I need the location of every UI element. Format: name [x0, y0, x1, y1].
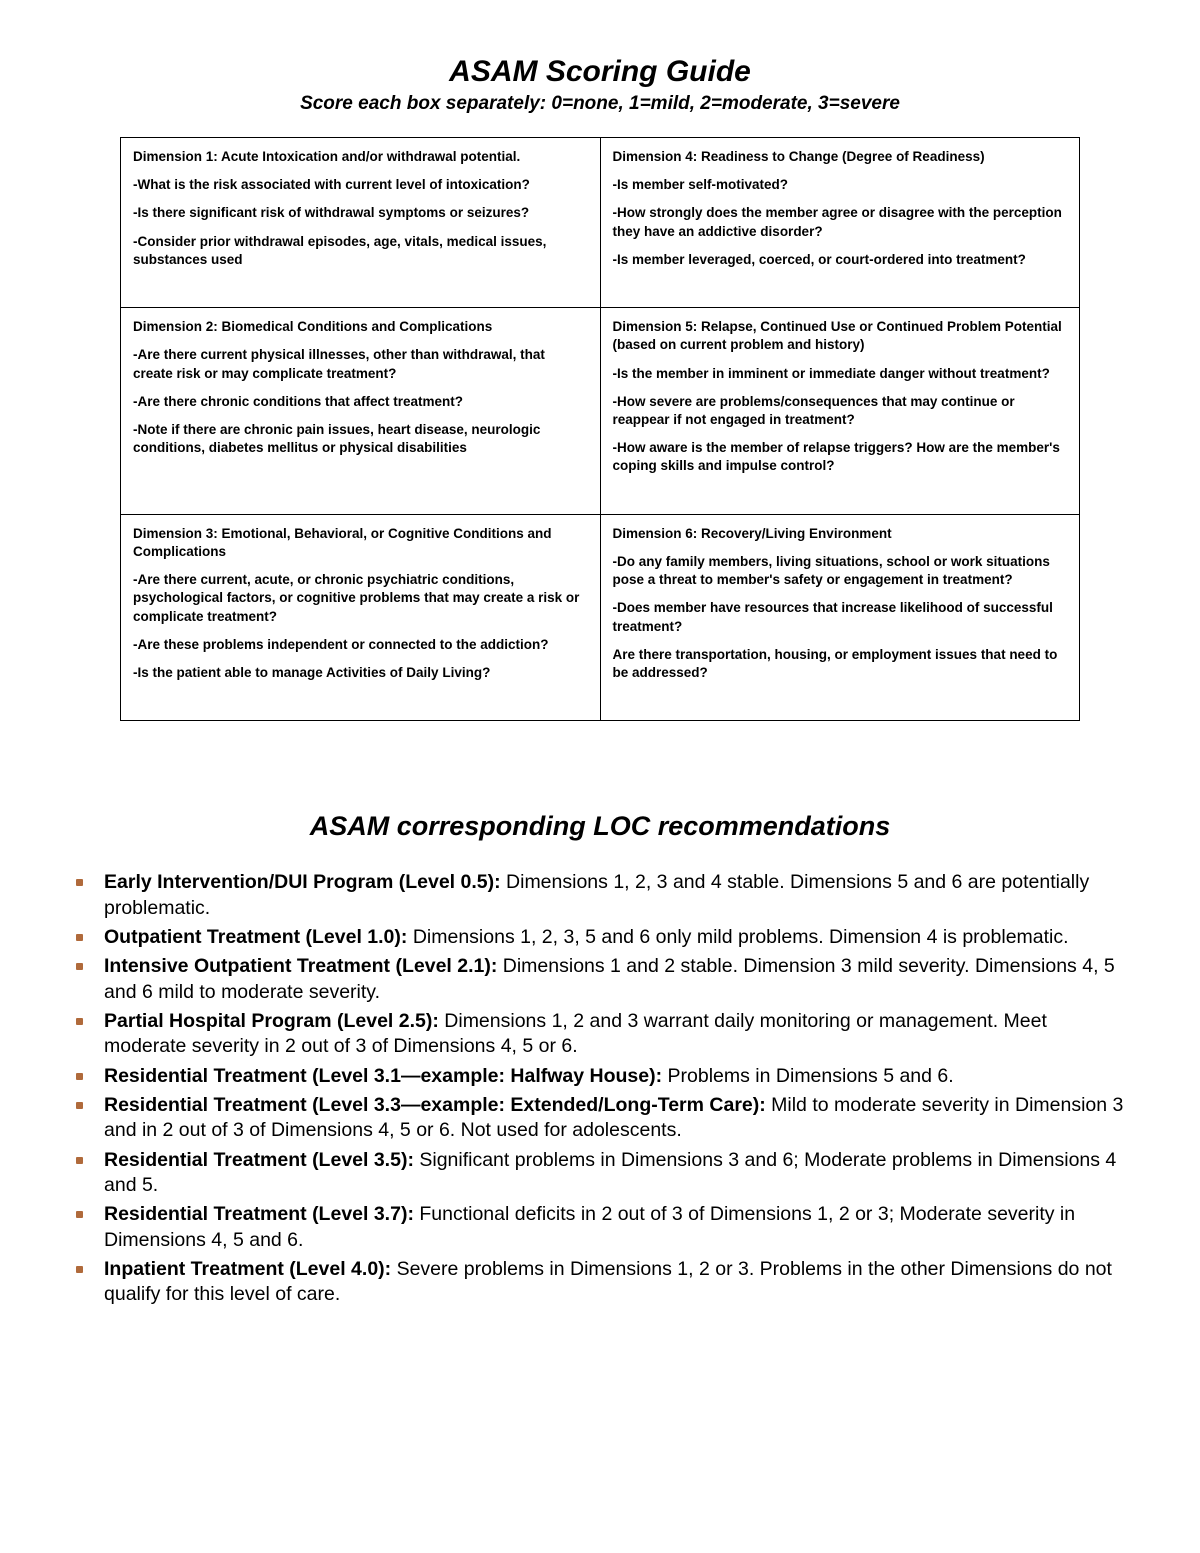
- loc-item: Early Intervention/DUI Program (Level 0.…: [70, 870, 1130, 921]
- dimension-5-q3: -How aware is the member of relapse trig…: [613, 439, 1068, 475]
- dimension-4-title: Dimension 4: Readiness to Change (Degree…: [613, 148, 1068, 166]
- dimension-2-cell: Dimension 2: Biomedical Conditions and C…: [121, 308, 601, 515]
- dimensions-table: Dimension 1: Acute Intoxication and/or w…: [120, 137, 1080, 721]
- dimension-1-cell: Dimension 1: Acute Intoxication and/or w…: [121, 138, 601, 308]
- loc-item: Residential Treatment (Level 3.1—example…: [70, 1064, 1130, 1089]
- loc-item-label: Partial Hospital Program (Level 2.5):: [104, 1010, 439, 1032]
- dimension-4-q2: -How strongly does the member agree or d…: [613, 204, 1068, 240]
- page-title: ASAM Scoring Guide: [70, 55, 1130, 89]
- dimension-6-title: Dimension 6: Recovery/Living Environment: [613, 525, 1068, 543]
- dimension-3-q3: -Is the patient able to manage Activitie…: [133, 664, 588, 682]
- dimension-1-q3: -Consider prior withdrawal episodes, age…: [133, 233, 588, 269]
- dimension-4-q3: -Is member leveraged, coerced, or court-…: [613, 251, 1068, 269]
- dimension-1-title: Dimension 1: Acute Intoxication and/or w…: [133, 148, 588, 166]
- dimension-5-q2: -How severe are problems/consequences th…: [613, 393, 1068, 429]
- loc-item: Intensive Outpatient Treatment (Level 2.…: [70, 954, 1130, 1005]
- loc-item-label: Early Intervention/DUI Program (Level 0.…: [104, 871, 501, 893]
- dimension-2-q1: -Are there current physical illnesses, o…: [133, 346, 588, 382]
- dimension-3-q2: -Are these problems independent or conne…: [133, 636, 588, 654]
- dimension-2-q3: -Note if there are chronic pain issues, …: [133, 421, 588, 457]
- loc-item-label: Residential Treatment (Level 3.7):: [104, 1203, 414, 1225]
- dimension-3-title: Dimension 3: Emotional, Behavioral, or C…: [133, 525, 588, 561]
- loc-item: Residential Treatment (Level 3.5): Signi…: [70, 1148, 1130, 1199]
- dimension-3-cell: Dimension 3: Emotional, Behavioral, or C…: [121, 514, 601, 721]
- dimension-4-q1: -Is member self-motivated?: [613, 176, 1068, 194]
- dimension-6-q3: Are there transportation, housing, or em…: [613, 646, 1068, 682]
- dimension-5-cell: Dimension 5: Relapse, Continued Use or C…: [600, 308, 1080, 515]
- dimension-5-q1: -Is the member in imminent or immediate …: [613, 365, 1068, 383]
- table-row: Dimension 3: Emotional, Behavioral, or C…: [121, 514, 1080, 721]
- loc-item-label: Residential Treatment (Level 3.1—example…: [104, 1065, 662, 1087]
- table-row: Dimension 1: Acute Intoxication and/or w…: [121, 138, 1080, 308]
- page-subtitle: Score each box separately: 0=none, 1=mil…: [70, 93, 1130, 115]
- loc-item-text: Dimensions 1, 2, 3, 5 and 6 only mild pr…: [407, 926, 1068, 948]
- dimension-5-title: Dimension 5: Relapse, Continued Use or C…: [613, 318, 1068, 354]
- loc-item-label: Residential Treatment (Level 3.5):: [104, 1149, 414, 1171]
- loc-item-label: Residential Treatment (Level 3.3—example…: [104, 1094, 766, 1116]
- dimension-6-q1: -Do any family members, living situation…: [613, 553, 1068, 589]
- loc-item-label: Intensive Outpatient Treatment (Level 2.…: [104, 955, 497, 977]
- loc-list: Early Intervention/DUI Program (Level 0.…: [70, 870, 1130, 1308]
- loc-item-text: Problems in Dimensions 5 and 6.: [662, 1065, 954, 1087]
- loc-item: Residential Treatment (Level 3.7): Funct…: [70, 1202, 1130, 1253]
- dimension-1-q2: -Is there significant risk of withdrawal…: [133, 204, 588, 222]
- dimension-4-cell: Dimension 4: Readiness to Change (Degree…: [600, 138, 1080, 308]
- loc-item-label: Inpatient Treatment (Level 4.0):: [104, 1258, 391, 1280]
- table-row: Dimension 2: Biomedical Conditions and C…: [121, 308, 1080, 515]
- dimension-3-q1: -Are there current, acute, or chronic ps…: [133, 571, 588, 626]
- loc-item-label: Outpatient Treatment (Level 1.0):: [104, 926, 407, 948]
- dimension-6-cell: Dimension 6: Recovery/Living Environment…: [600, 514, 1080, 721]
- dimension-2-q2: -Are there chronic conditions that affec…: [133, 393, 588, 411]
- dimension-1-q1: -What is the risk associated with curren…: [133, 176, 588, 194]
- loc-item: Outpatient Treatment (Level 1.0): Dimens…: [70, 925, 1130, 950]
- loc-item: Residential Treatment (Level 3.3—example…: [70, 1093, 1130, 1144]
- dimension-2-title: Dimension 2: Biomedical Conditions and C…: [133, 318, 588, 336]
- loc-item: Partial Hospital Program (Level 2.5): Di…: [70, 1009, 1130, 1060]
- loc-heading: ASAM corresponding LOC recommendations: [70, 811, 1130, 842]
- loc-item: Inpatient Treatment (Level 4.0): Severe …: [70, 1257, 1130, 1308]
- dimension-6-q2: -Does member have resources that increas…: [613, 599, 1068, 635]
